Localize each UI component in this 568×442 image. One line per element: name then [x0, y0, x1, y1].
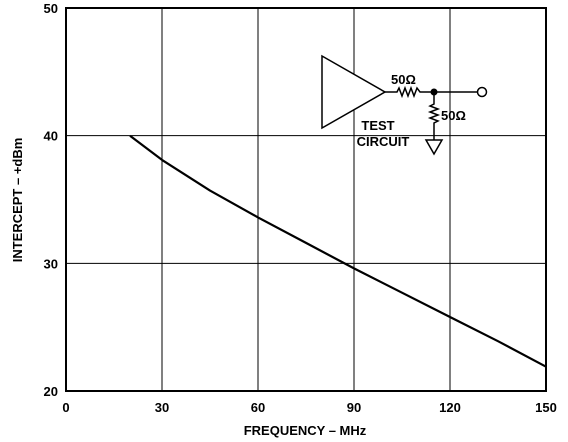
x-tick-label: 120 [439, 400, 461, 415]
y-tick-label: 20 [44, 384, 58, 399]
x-tick-label: 0 [62, 400, 69, 415]
x-tick-label: 90 [347, 400, 361, 415]
test-circuit-inset: 50Ω 50Ω TEST CIRCUIT [321, 54, 488, 156]
x-tick-labels: 0 30 60 90 120 150 [62, 400, 556, 415]
y-tick-label: 50 [44, 1, 58, 16]
y-axis-label: INTERCEPT – +dBm [10, 138, 25, 263]
x-tick-label: 30 [155, 400, 169, 415]
x-tick-label: 60 [251, 400, 265, 415]
test-label: TEST [361, 118, 394, 133]
output-terminal [476, 86, 488, 98]
shunt-resistor-symbol [427, 92, 441, 140]
x-tick-label: 150 [535, 400, 557, 415]
amplifier-triangle [321, 54, 387, 130]
y-tick-label: 30 [44, 256, 58, 271]
x-axis-label: FREQUENCY – MHz [244, 423, 367, 438]
shunt-resistor-label: 50Ω [441, 108, 466, 123]
series-line [129, 134, 547, 368]
y-tick-labels: 20 30 40 50 [44, 1, 58, 399]
ground-symbol [424, 139, 444, 156]
series-group [129, 134, 547, 368]
series-resistor-symbol [385, 85, 478, 99]
plot-frame [65, 7, 547, 392]
y-tick-label: 40 [44, 129, 58, 144]
series-resistor-label: 50Ω [391, 72, 416, 87]
grid [66, 8, 546, 391]
circuit-label: CIRCUIT [357, 134, 410, 149]
